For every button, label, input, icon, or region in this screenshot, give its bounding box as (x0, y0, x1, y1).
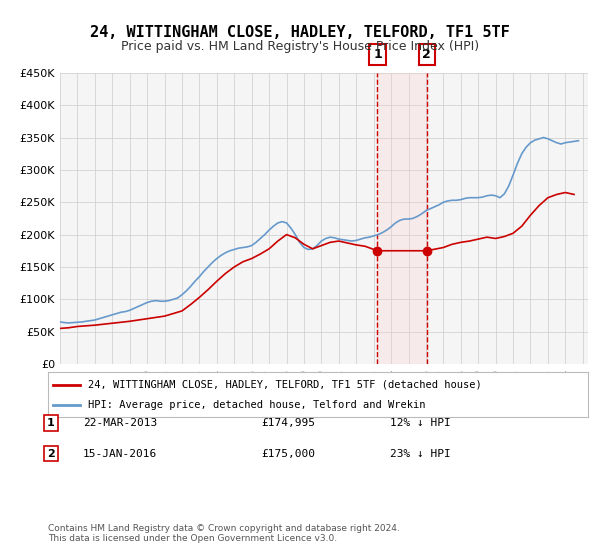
Text: 2: 2 (47, 449, 55, 459)
Text: 1: 1 (373, 48, 382, 61)
Text: £175,000: £175,000 (261, 449, 315, 459)
Bar (377, 73, 427, 364)
Text: 24, WITTINGHAM CLOSE, HADLEY, TELFORD, TF1 5TF: 24, WITTINGHAM CLOSE, HADLEY, TELFORD, T… (90, 25, 510, 40)
Text: 1: 1 (47, 418, 55, 428)
Text: 23% ↓ HPI: 23% ↓ HPI (389, 449, 451, 459)
Text: Contains HM Land Registry data © Crown copyright and database right 2024.
This d: Contains HM Land Registry data © Crown c… (48, 524, 400, 543)
Text: 22-MAR-2013: 22-MAR-2013 (83, 418, 157, 428)
Text: 15-JAN-2016: 15-JAN-2016 (83, 449, 157, 459)
Text: £174,995: £174,995 (261, 418, 315, 428)
Text: HPI: Average price, detached house, Telford and Wrekin: HPI: Average price, detached house, Telf… (89, 400, 426, 410)
Text: Price paid vs. HM Land Registry's House Price Index (HPI): Price paid vs. HM Land Registry's House … (121, 40, 479, 53)
Text: 12% ↓ HPI: 12% ↓ HPI (389, 418, 451, 428)
Text: 24, WITTINGHAM CLOSE, HADLEY, TELFORD, TF1 5TF (detached house): 24, WITTINGHAM CLOSE, HADLEY, TELFORD, T… (89, 380, 482, 390)
Text: 2: 2 (422, 48, 431, 61)
